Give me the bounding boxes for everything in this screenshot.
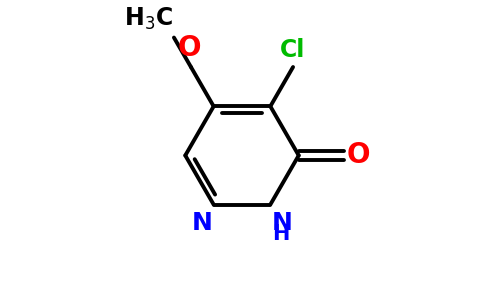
- Text: H: H: [272, 224, 289, 244]
- Text: N: N: [191, 211, 212, 235]
- Text: O: O: [178, 34, 201, 62]
- Text: O: O: [347, 141, 370, 169]
- Text: H$_3$C: H$_3$C: [123, 6, 172, 32]
- Text: N: N: [272, 211, 293, 235]
- Text: Cl: Cl: [280, 38, 306, 62]
